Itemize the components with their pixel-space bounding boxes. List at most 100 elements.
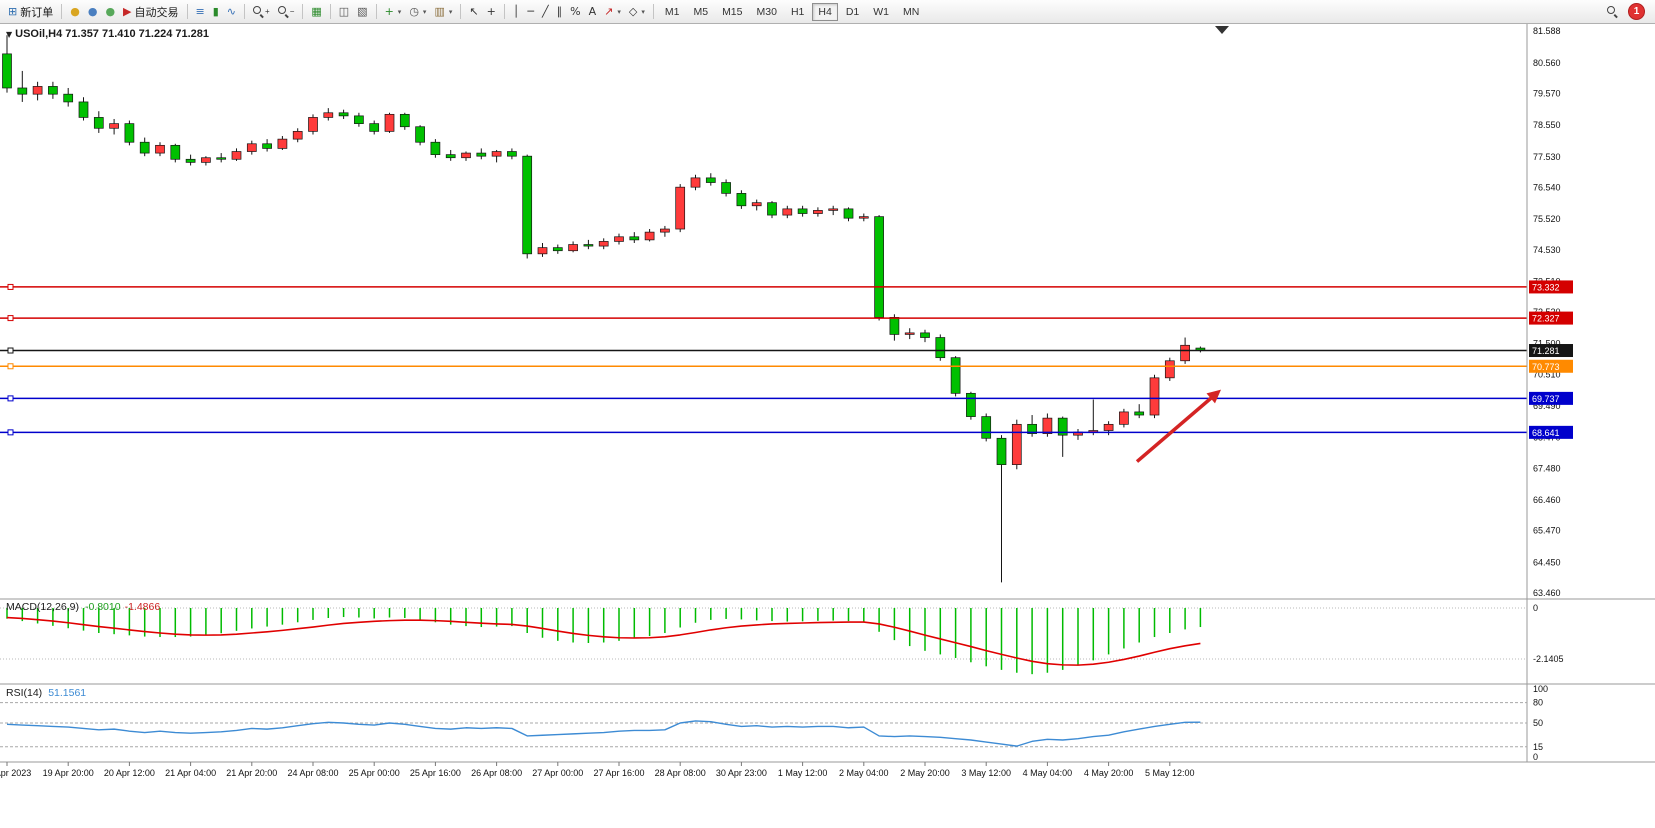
market-button[interactable]: ● <box>101 5 119 18</box>
scroll-to-end-marker-icon[interactable] <box>1215 26 1229 34</box>
community-button[interactable]: ● <box>84 5 102 18</box>
zoom-out-icon <box>277 6 289 17</box>
horizontal-line-icon: ─ <box>527 5 535 18</box>
svg-text:78.550: 78.550 <box>1533 120 1561 130</box>
chevron-down-icon: ▾ <box>617 7 621 16</box>
fibonacci-icon: % <box>570 5 581 18</box>
macd-main-value: -0.8010 <box>84 601 121 613</box>
search-icon[interactable] <box>1607 6 1618 17</box>
svg-text:21 Apr 20:00: 21 Apr 20:00 <box>226 768 277 778</box>
toolbar: ⊞ 新订单 ● ● ● ▶ 自动交易 ≡ ▮ ∿ + − ▦ ◫ ▧ + ▾ ◷ ▾ ▥ ▾ ↖ + │ ─ ╱ ∥% A ↗ ▾ ◇ ▾ M1… <box>0 0 1655 24</box>
price-scale[interactable]: 81.588 80.560 79.570 78.550 77.530 76.540 75.5… <box>1529 26 1573 598</box>
cascade-windows-button[interactable]: ▧ <box>353 5 371 18</box>
line-chart-type-icon: ∿ <box>226 5 237 18</box>
svg-text:15: 15 <box>1533 742 1543 752</box>
arrows-button[interactable]: ↗ ▾ <box>600 5 625 18</box>
svg-text:75.520: 75.520 <box>1533 214 1561 224</box>
crosshair-button[interactable]: + <box>483 5 500 18</box>
price-chart[interactable]: 81.588 80.560 79.570 78.550 77.530 76.540 75.5… <box>0 24 1655 828</box>
chevron-down-icon: ▾ <box>422 7 427 16</box>
channel-button[interactable]: ∥ <box>553 5 567 18</box>
svg-text:0: 0 <box>1533 603 1538 613</box>
timeframe-w1-button[interactable]: W1 <box>873 5 889 18</box>
templates-button[interactable]: ▥ ▾ <box>430 5 456 18</box>
svg-text:25 Apr 00:00: 25 Apr 00:00 <box>349 768 400 778</box>
svg-text:-2.1405: -2.1405 <box>1533 654 1564 664</box>
svg-text:80: 80 <box>1533 698 1543 708</box>
toolbar-separator <box>329 4 331 19</box>
rsi-panel-separator[interactable] <box>0 682 1655 686</box>
market-icon: ● <box>105 5 116 18</box>
trend-arrow[interactable] <box>1135 392 1218 463</box>
indicators-button[interactable]: + ▾ <box>381 5 406 18</box>
shapes-button[interactable]: ◇ ▾ <box>625 5 649 18</box>
svg-text:21 Apr 04:00: 21 Apr 04:00 <box>165 768 216 778</box>
auto-trading-button-label: 自动交易 <box>134 6 179 19</box>
vertical-line-icon: │ <box>512 5 520 18</box>
zoom-in-button[interactable]: + <box>249 5 274 18</box>
macd-panel-separator[interactable] <box>0 597 1655 601</box>
rsi-name: RSI(14) <box>6 687 43 699</box>
templates-icon: ▥ <box>434 5 445 18</box>
shapes-icon: ◇ <box>628 5 638 18</box>
vertical-line-button[interactable]: │ <box>509 5 524 18</box>
notification-badge[interactable]: 1 <box>1628 3 1645 20</box>
toolbar-separator <box>375 4 377 19</box>
svg-text:50: 50 <box>1533 718 1543 728</box>
horizontal-line-button[interactable]: ─ <box>523 5 538 18</box>
svg-text:27 Apr 00:00: 27 Apr 00:00 <box>532 768 583 778</box>
svg-text:72.327: 72.327 <box>1532 314 1560 324</box>
fibonacci-button[interactable]: % <box>566 5 584 18</box>
timeframe-h4-button[interactable]: H4 <box>812 2 838 21</box>
deposit-button[interactable]: ● <box>66 5 84 18</box>
timeframe-mn-button[interactable]: MN <box>903 5 920 18</box>
svg-text:65.470: 65.470 <box>1533 526 1561 536</box>
timeframe-m15-button[interactable]: M15 <box>722 5 743 18</box>
zoom-out-button[interactable]: − <box>274 5 299 18</box>
trendline-icon: ╱ <box>542 5 549 18</box>
svg-text:26 Apr 08:00: 26 Apr 08:00 <box>471 768 522 778</box>
time-scale[interactable]: 19 Apr 2023 19 Apr 20:00 20 Apr 12:00 21 Ap… <box>0 762 1195 778</box>
svg-text:74.530: 74.530 <box>1533 245 1561 255</box>
grid-button[interactable]: ▦ <box>307 5 325 18</box>
one-click-trading-toggle-icon[interactable]: ▼ <box>6 30 13 39</box>
symbol-ohlc-label: ▼ USOil,H4 71.357 71.410 71.224 71.281 <box>6 28 209 40</box>
timeframe-m1-button[interactable]: M1 <box>664 5 680 18</box>
tile-windows-icon: ◫ <box>338 5 350 18</box>
text-button[interactable]: A <box>585 5 601 18</box>
candlestick-type-button[interactable]: ▮ <box>209 5 223 18</box>
indicators-icon: + <box>384 5 394 18</box>
svg-text:4 May 04:00: 4 May 04:00 <box>1023 768 1073 778</box>
zoom-sign: + <box>265 7 270 16</box>
cursor-button[interactable]: ↖ <box>465 5 482 18</box>
rsi-panel: 100 80 50 150 <box>0 684 1548 762</box>
auto-trading-button[interactable]: ▶ 自动交易 <box>119 3 182 21</box>
line-chart-type-button[interactable]: ∿ <box>223 5 240 18</box>
new-order-button[interactable]: ⊞ 新订单 <box>4 3 57 21</box>
candlesticks-layer <box>2 35 1206 583</box>
trend-arrow-head <box>1206 389 1221 404</box>
svg-text:100: 100 <box>1533 684 1548 694</box>
timeframe-m5-button[interactable]: M5 <box>693 5 709 18</box>
arrows-icon: ↗ <box>604 5 614 18</box>
svg-text:66.460: 66.460 <box>1533 495 1561 505</box>
horizontal-lines-layer[interactable] <box>0 283 1527 436</box>
toolbar-separator <box>244 4 246 19</box>
svg-text:19 Apr 2023: 19 Apr 2023 <box>0 768 31 778</box>
bar-chart-type-button[interactable]: ≡ <box>192 5 209 18</box>
crosshair-icon: + <box>486 5 496 18</box>
new-order-button-label: 新订单 <box>20 6 54 19</box>
deposit-icon: ● <box>70 5 80 18</box>
toolbar-separator <box>186 4 188 19</box>
timeframe-d1-button[interactable]: D1 <box>845 5 860 18</box>
trendline-button[interactable]: ╱ <box>538 5 553 18</box>
periods-button[interactable]: ◷ ▾ <box>405 5 430 18</box>
svg-text:28 Apr 08:00: 28 Apr 08:00 <box>655 768 706 778</box>
community-icon: ● <box>87 5 98 18</box>
tile-windows-button[interactable]: ◫ <box>335 5 353 18</box>
svg-text:2 May 20:00: 2 May 20:00 <box>900 768 950 778</box>
timeframe-h1-button[interactable]: H1 <box>790 5 805 18</box>
new-order-icon: ⊞ <box>8 5 18 18</box>
timeframe-m30-button[interactable]: M30 <box>756 5 777 18</box>
grid-icon: ▦ <box>311 5 322 18</box>
